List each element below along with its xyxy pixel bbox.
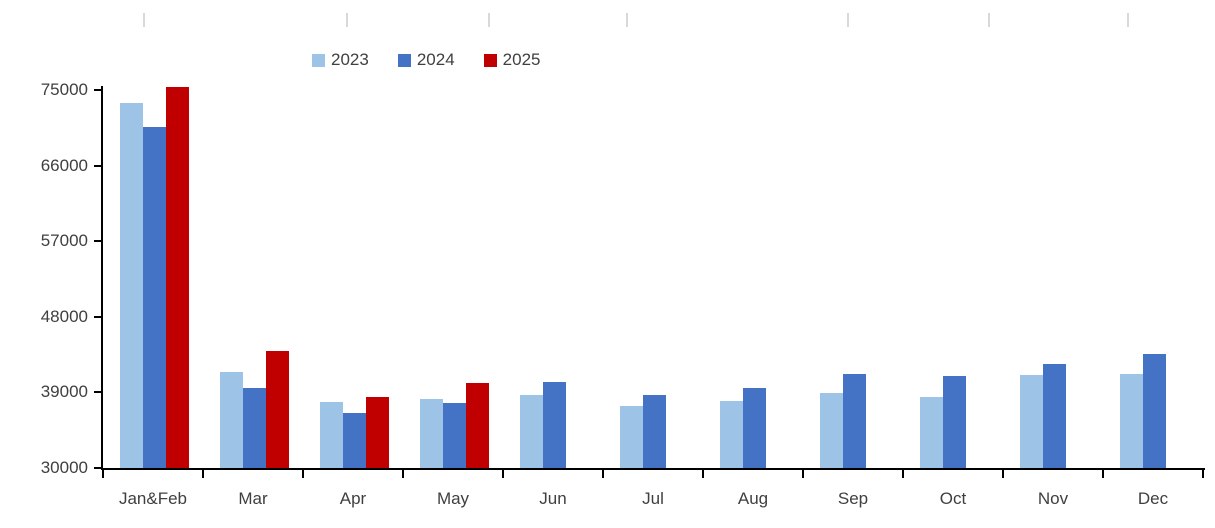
y-axis-tick-label: 66000 bbox=[40, 155, 88, 175]
bar-2024-JanFeb bbox=[143, 126, 166, 468]
y-axis-tick-label: 75000 bbox=[40, 80, 88, 99]
top-tick-mark bbox=[346, 13, 348, 27]
bar-2024-Aug bbox=[743, 388, 766, 468]
legend-item-2023: 2023 bbox=[312, 50, 369, 70]
x-axis-tick bbox=[702, 468, 704, 478]
x-axis-category-label: Dec bbox=[1137, 489, 1169, 508]
x-axis-category-label: Sep bbox=[837, 489, 869, 508]
x-axis-tick bbox=[1202, 468, 1204, 478]
x-axis-tick bbox=[502, 468, 504, 478]
x-axis-category-label: Nov bbox=[1037, 489, 1069, 508]
top-tick-mark bbox=[1127, 13, 1129, 27]
legend-item-2024: 2024 bbox=[397, 50, 455, 70]
bar-2025-Apr bbox=[366, 396, 389, 468]
bar-2023-May bbox=[420, 399, 443, 468]
bar-2024-May bbox=[443, 403, 466, 468]
top-tick-mark bbox=[847, 13, 849, 27]
top-tick-mark bbox=[988, 13, 990, 27]
y-axis-tick-label: 39000 bbox=[40, 382, 88, 402]
y-axis-tick bbox=[94, 164, 102, 167]
legend-label: 2023 bbox=[331, 50, 369, 69]
top-tick-mark bbox=[488, 13, 490, 27]
y-axis-tick bbox=[94, 467, 102, 469]
x-axis-tick bbox=[402, 468, 404, 478]
bar-2024-Dec bbox=[1143, 353, 1166, 468]
legend-label: 2024 bbox=[416, 50, 455, 69]
x-axis-category-label: Jul bbox=[642, 489, 664, 508]
legend-swatch-icon bbox=[483, 53, 497, 67]
bar-2024-Nov bbox=[1043, 363, 1066, 468]
x-axis-category-label: May bbox=[436, 489, 470, 508]
x-axis-category-label: Aug bbox=[737, 489, 769, 508]
x-axis-tick bbox=[802, 468, 804, 478]
x-axis-tick bbox=[302, 468, 304, 478]
bar-2023-Apr bbox=[320, 401, 343, 468]
bar-2024-Oct bbox=[943, 376, 966, 468]
legend-label: 2025 bbox=[502, 50, 541, 69]
x-axis-category-label: Mar bbox=[238, 489, 268, 508]
bar-2024-Mar bbox=[243, 388, 266, 468]
x-axis-category-label: Apr bbox=[339, 489, 367, 508]
x-axis-tick bbox=[102, 468, 104, 478]
bar-2023-Nov bbox=[1020, 374, 1043, 468]
bar-2025-Mar bbox=[266, 351, 289, 468]
bar-2025-May bbox=[466, 383, 489, 468]
bar-2024-Jul bbox=[643, 394, 666, 468]
legend-swatch-icon bbox=[312, 53, 325, 67]
bar-2023-Sep bbox=[820, 393, 843, 468]
bar-2024-Sep bbox=[843, 373, 866, 468]
x-axis-category-label: Jan&Feb bbox=[118, 489, 188, 508]
y-axis-tick bbox=[94, 89, 102, 91]
y-axis-tick bbox=[94, 391, 102, 394]
y-axis-tick-label: 30000 bbox=[40, 458, 88, 477]
y-axis-tick bbox=[94, 240, 102, 243]
y-axis-tick bbox=[94, 315, 102, 318]
bar-2024-Jun bbox=[543, 382, 566, 468]
bar-2023-Oct bbox=[920, 397, 943, 468]
x-axis-tick bbox=[1002, 468, 1004, 478]
y-axis-tick-label: 57000 bbox=[40, 231, 88, 251]
y-axis-tick-label: 48000 bbox=[40, 306, 88, 326]
x-axis-line bbox=[101, 468, 1205, 470]
top-tick-mark bbox=[626, 13, 628, 27]
bar-2023-JanFeb bbox=[120, 103, 143, 468]
x-axis-category-label: Oct bbox=[939, 489, 967, 508]
bar-2023-Mar bbox=[220, 372, 243, 468]
x-axis-tick bbox=[902, 468, 904, 478]
x-axis-tick bbox=[202, 468, 204, 478]
bar-2023-Jul bbox=[620, 405, 643, 468]
bar-2023-Dec bbox=[1120, 373, 1143, 468]
bar-2023-Jun bbox=[520, 394, 543, 468]
top-tick-mark bbox=[143, 13, 145, 27]
legend-swatch-icon bbox=[397, 53, 411, 67]
bar-2023-Aug bbox=[720, 400, 743, 468]
x-axis-tick bbox=[1102, 468, 1104, 478]
bar-2025-JanFeb bbox=[166, 87, 189, 468]
y-axis-line bbox=[101, 86, 103, 470]
bar-2024-Apr bbox=[343, 413, 366, 468]
chart-legend: 2023 2024 2025 bbox=[312, 50, 540, 70]
x-axis-tick bbox=[602, 468, 604, 478]
x-axis-category-label: Jun bbox=[539, 489, 567, 508]
legend-item-2025: 2025 bbox=[483, 50, 541, 70]
